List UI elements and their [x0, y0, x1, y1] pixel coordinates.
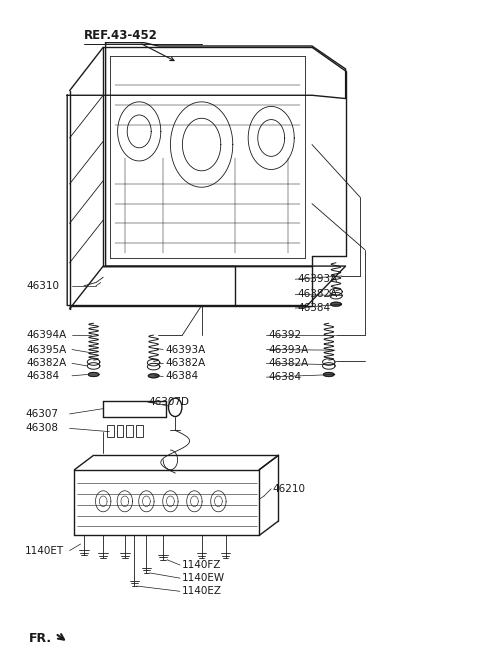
Text: 46382A: 46382A	[166, 358, 206, 369]
Text: 46382A: 46382A	[26, 358, 67, 369]
Text: 46210: 46210	[273, 484, 306, 494]
Polygon shape	[148, 374, 159, 378]
Text: 1140ET: 1140ET	[25, 545, 64, 556]
Text: 1140EZ: 1140EZ	[181, 586, 221, 597]
Text: 46310: 46310	[26, 281, 60, 291]
Text: 46307D: 46307D	[149, 397, 190, 407]
Text: 46384: 46384	[298, 303, 331, 313]
Bar	[117, 425, 123, 437]
Text: 46393A: 46393A	[298, 274, 338, 284]
Text: 46393A: 46393A	[166, 344, 206, 355]
Text: 46393A: 46393A	[269, 344, 309, 355]
Bar	[126, 425, 133, 437]
Text: 46308: 46308	[25, 423, 58, 434]
Text: 46382A: 46382A	[269, 358, 309, 369]
Text: 46395A: 46395A	[26, 344, 67, 355]
Text: 46394A: 46394A	[26, 330, 67, 340]
Text: 1140FZ: 1140FZ	[181, 560, 221, 570]
Text: 1140EW: 1140EW	[181, 573, 225, 583]
Polygon shape	[331, 302, 341, 306]
Text: FR.: FR.	[29, 632, 52, 645]
Text: REF.43-452: REF.43-452	[84, 29, 158, 42]
Bar	[107, 425, 114, 437]
Text: 46384: 46384	[269, 372, 302, 382]
Text: 46384: 46384	[166, 371, 199, 382]
Bar	[136, 425, 143, 437]
Text: 46392: 46392	[269, 330, 302, 340]
Text: 46307: 46307	[25, 409, 58, 419]
Text: 46382A: 46382A	[298, 289, 338, 300]
Polygon shape	[88, 373, 99, 376]
Polygon shape	[324, 373, 334, 376]
Text: 46384: 46384	[26, 371, 60, 381]
